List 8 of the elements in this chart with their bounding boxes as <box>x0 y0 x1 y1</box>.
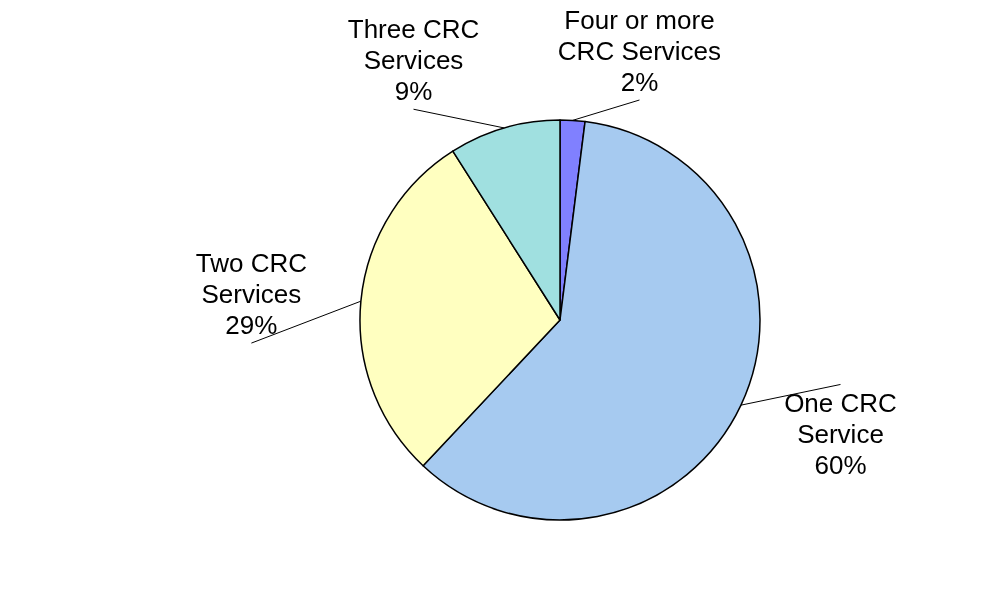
slice-label: One CRC Service <box>784 388 897 450</box>
data-label: 29% <box>225 310 278 341</box>
data-label: 9% <box>394 76 433 107</box>
data-label: 2% <box>620 67 659 97</box>
slice-label: Three CRC Services <box>347 14 480 76</box>
slice-label: Two CRC Services <box>195 248 307 310</box>
slice-label: Four or more CRC Services <box>557 5 722 66</box>
data-label: 60% <box>814 450 867 481</box>
